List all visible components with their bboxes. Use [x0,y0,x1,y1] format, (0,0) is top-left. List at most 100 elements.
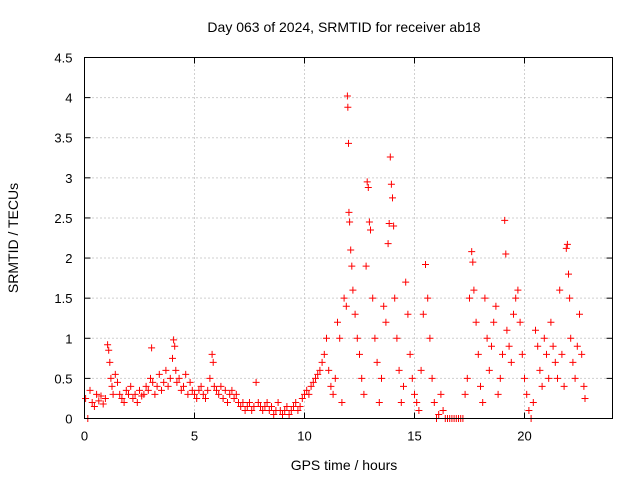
data-point [502,250,510,258]
data-point [186,378,194,386]
data-point [336,334,344,342]
data-point [363,178,371,186]
data-point [573,342,581,350]
data-point [327,382,335,390]
data-point [342,302,350,310]
data-point [380,302,388,310]
data-point [164,382,172,390]
data-point [182,370,190,378]
data-point [331,374,339,382]
data-point [202,394,209,402]
data-point [213,386,220,394]
data-point [252,378,260,386]
data-point [279,410,286,418]
data-point [142,382,150,390]
data-point [353,334,361,342]
data-point [469,258,477,266]
data-point [560,382,568,390]
data-point [461,390,469,398]
data-point [239,398,247,406]
data-point [470,286,478,294]
data-point [536,366,544,374]
data-point [521,374,528,382]
x-tick-label: 10 [297,429,311,444]
data-point [140,390,148,398]
plot-frame [84,57,613,419]
data-point [576,310,583,318]
data-point [378,374,385,382]
data-point [153,382,161,390]
data-point [391,294,399,302]
data-point [144,386,152,394]
data-point [290,402,297,410]
data-point [492,302,500,310]
y-tick-label: 4.5 [54,51,72,66]
data-point [173,378,181,386]
data-point [246,398,253,406]
data-point [101,394,109,402]
data-point [149,378,157,386]
data-point [283,402,291,410]
data-point [318,358,326,366]
data-point [263,398,271,406]
data-point [580,382,588,390]
data-point [170,336,178,344]
data-point [312,374,319,382]
data-point [402,278,410,286]
data-point [415,406,423,414]
data-point [224,398,231,406]
data-point [345,208,353,216]
data-point [369,294,377,302]
data-point [477,382,484,390]
data-point [125,390,132,398]
data-point [581,394,589,402]
data-point [386,153,394,161]
data-point [501,216,509,224]
data-point [344,103,352,111]
axis-ticks: 0 0.5 1 1.5 2 2.5 3 3.5 4 4.5 0 5 10 15 20 [54,51,613,444]
y-tick-label: 1 [65,331,72,346]
data-point [221,386,229,394]
data-point [199,390,207,398]
y-tick-label: 2.5 [54,211,72,226]
data-point [329,390,337,398]
data-point [395,366,403,374]
data-point [375,398,383,406]
data-point [571,374,579,382]
data-point [104,341,112,349]
data-point [241,406,249,414]
data-point [118,394,126,402]
x-tick-label: 5 [191,429,198,444]
data-point [437,390,445,398]
data-point [483,334,491,342]
data-point [338,398,346,406]
data-point [169,354,176,362]
data-point [166,374,174,382]
data-point [463,374,471,382]
data-point [507,358,515,366]
data-point [184,390,192,398]
data-point [254,398,262,406]
series-srmtid [82,92,589,422]
data-point [466,294,473,302]
data-point [248,406,256,414]
data-point [419,310,427,318]
data-point [261,402,269,410]
data-point [523,390,531,398]
data-point [345,139,352,147]
data-point [505,342,513,350]
data-point [250,402,258,410]
data-point [387,180,395,188]
data-point [122,386,130,394]
data-point [474,350,482,358]
data-point [191,390,198,398]
y-axis-label: SRMTID / TECUs [5,183,21,293]
data-point [99,400,107,408]
data-point [320,350,328,358]
data-point [514,286,522,294]
data-point [107,374,115,382]
data-point [259,406,267,414]
data-point [232,390,240,398]
data-point [287,406,295,414]
